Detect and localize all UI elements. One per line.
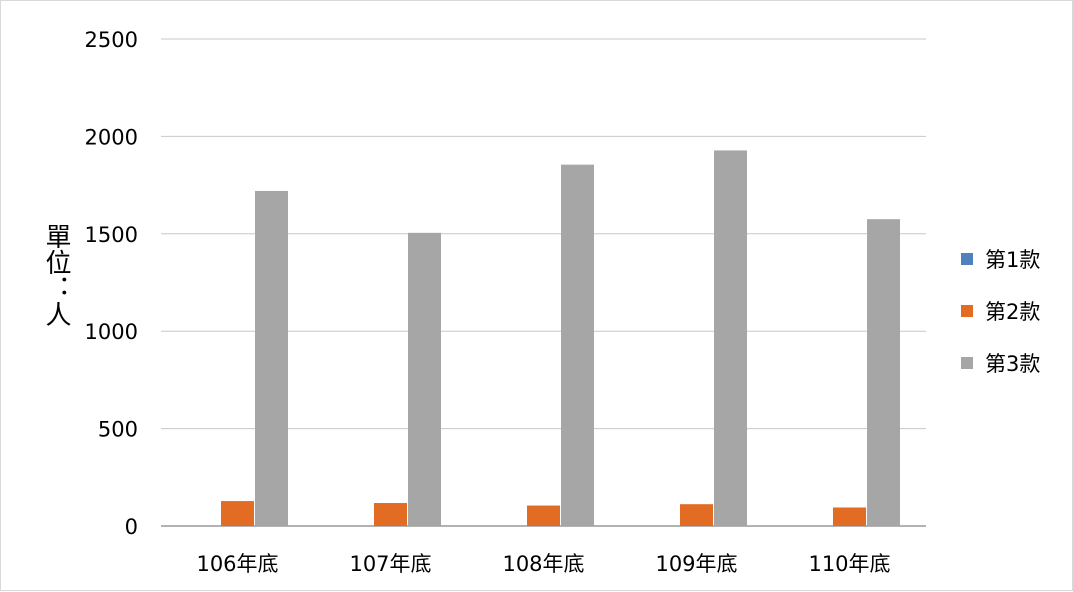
x-tick-label: 106年底 <box>196 552 278 576</box>
bar-2 <box>221 501 254 526</box>
x-tick-label: 108年底 <box>502 552 584 576</box>
y-tick-label: 2500 <box>85 28 138 52</box>
y-tick-label: 1500 <box>85 223 138 247</box>
legend-label: 第3款 <box>985 352 1041 376</box>
y-tick-label: 500 <box>98 418 138 442</box>
bar-2 <box>374 503 407 526</box>
legend-swatch <box>961 357 973 369</box>
legend-item: 第2款 <box>961 285 1040 337</box>
y-tick-label: 1000 <box>85 320 138 344</box>
legend-swatch <box>961 253 973 265</box>
x-tick-label: 110年底 <box>808 552 890 576</box>
legend-item: 第3款 <box>961 337 1040 389</box>
bar-3 <box>867 219 900 526</box>
bar-2 <box>527 505 560 526</box>
legend: 第1款第2款第3款 <box>961 233 1040 389</box>
legend-label: 第1款 <box>985 248 1041 272</box>
x-tick-label: 107年底 <box>349 552 431 576</box>
bar-2 <box>680 504 713 526</box>
bar-3 <box>408 232 441 527</box>
y-axis-label: 單位：人 <box>41 223 71 327</box>
bar-2 <box>833 507 866 526</box>
legend-label: 第2款 <box>985 300 1041 324</box>
y-tick-label: 0 <box>125 515 138 539</box>
legend-swatch <box>961 305 973 317</box>
bar-3 <box>714 150 747 526</box>
bar-3 <box>561 164 594 526</box>
x-tick-label: 109年底 <box>655 552 737 576</box>
y-tick-label: 2000 <box>85 125 138 149</box>
legend-item: 第1款 <box>961 233 1040 285</box>
bar-3 <box>255 190 288 526</box>
